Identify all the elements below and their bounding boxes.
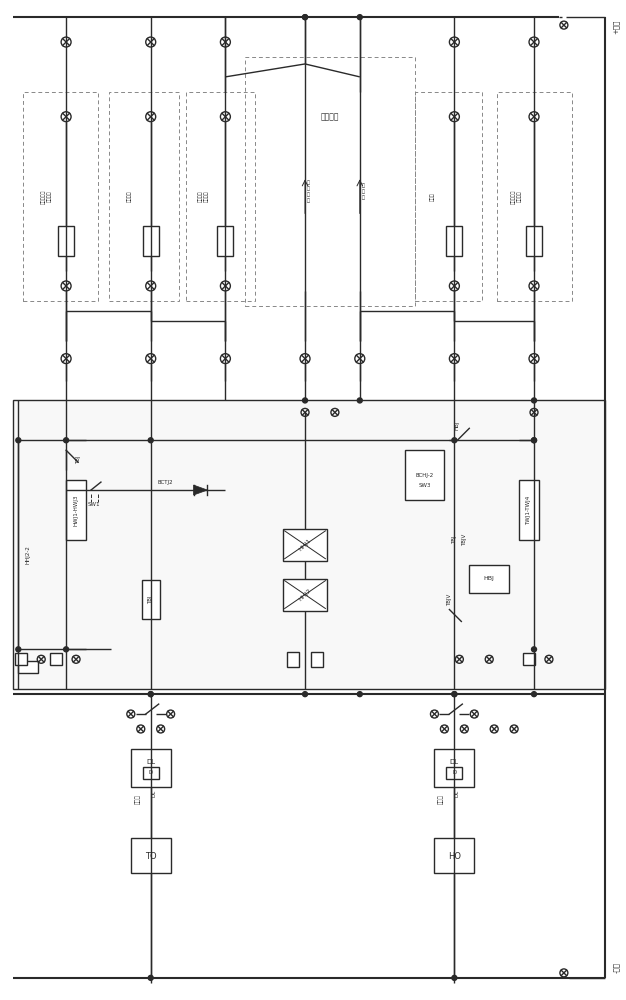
Bar [66, 480, 86, 540]
Circle shape [16, 438, 21, 443]
Text: 溶液回路
辅助触断: 溶液回路 辅助触断 [198, 191, 209, 202]
Bar [131, 838, 171, 873]
Circle shape [302, 398, 307, 403]
Bar [519, 480, 539, 540]
Circle shape [531, 647, 536, 652]
Text: SW3: SW3 [418, 483, 431, 488]
Bar [15, 653, 28, 665]
Text: DL: DL [455, 790, 460, 797]
Text: 断路器: 断路器 [135, 794, 141, 804]
Bar [446, 767, 463, 779]
Circle shape [357, 692, 362, 697]
Text: TBJ: TBJ [452, 536, 457, 544]
Text: 氢燃器回: 氢燃器回 [126, 191, 131, 202]
Text: 申
电
辅: 申 电 辅 [361, 183, 364, 200]
Bar [282, 579, 327, 611]
Circle shape [148, 975, 153, 980]
Text: D: D [148, 770, 153, 775]
Bar [143, 226, 158, 256]
Text: BCTJ2: BCTJ2 [158, 480, 173, 485]
Bar [13, 400, 605, 689]
Bar [311, 652, 323, 667]
Circle shape [531, 438, 536, 443]
Bar [497, 92, 572, 301]
Text: -母线: -母线 [613, 962, 619, 973]
Circle shape [64, 438, 69, 443]
Bar [185, 92, 255, 301]
Text: HWJ1-HWJ3: HWJ1-HWJ3 [74, 494, 78, 526]
Bar [217, 226, 233, 256]
Text: DL: DL [146, 759, 155, 765]
Bar [470, 565, 509, 593]
Bar [414, 92, 482, 301]
Circle shape [452, 438, 457, 443]
Circle shape [302, 15, 307, 20]
Text: DL: DL [450, 759, 459, 765]
Text: TBJ: TBJ [148, 595, 153, 604]
Bar [141, 580, 160, 619]
Bar [18, 661, 38, 673]
Text: D: D [452, 770, 456, 775]
Bar [109, 92, 178, 301]
Bar [131, 749, 171, 787]
Text: +母线: +母线 [613, 20, 619, 34]
Circle shape [357, 15, 362, 20]
Text: HHJ2: HHJ2 [298, 587, 312, 602]
Bar [58, 226, 74, 256]
Bar [143, 767, 158, 779]
Text: TBJ: TBJ [76, 456, 81, 464]
Text: HBJ: HBJ [484, 576, 495, 581]
Circle shape [357, 398, 362, 403]
Text: HHJ1: HHJ1 [298, 538, 312, 552]
Text: 断路器合闸
辅助触断: 断路器合闸 辅助触断 [41, 189, 51, 204]
Circle shape [531, 398, 536, 403]
Text: 断路器合闸
辅助触断: 断路器合闸 辅助触断 [511, 189, 521, 204]
Text: HHJ2-2: HHJ2-2 [26, 545, 31, 564]
Circle shape [531, 438, 536, 443]
Circle shape [148, 692, 153, 697]
Circle shape [302, 15, 307, 20]
Text: 断时回: 断时回 [430, 192, 435, 201]
Bar [404, 450, 444, 500]
Bar [434, 838, 475, 873]
Text: HBJ: HBJ [455, 421, 460, 430]
Polygon shape [193, 485, 207, 495]
Text: 申
电
流
辅: 申 电 流 辅 [307, 180, 309, 203]
Circle shape [148, 438, 153, 443]
Text: TO: TO [145, 852, 156, 861]
Text: 断路器: 断路器 [439, 794, 444, 804]
Circle shape [148, 692, 153, 697]
Bar [23, 92, 98, 301]
Bar [523, 653, 535, 665]
Circle shape [64, 647, 69, 652]
Bar [50, 653, 62, 665]
Circle shape [302, 692, 307, 697]
Text: 固液混凝: 固液混凝 [321, 112, 339, 121]
Text: TBJV: TBJV [447, 593, 452, 606]
Bar [446, 226, 463, 256]
Bar [287, 652, 299, 667]
Circle shape [16, 647, 21, 652]
Circle shape [452, 692, 457, 697]
Bar [434, 749, 475, 787]
Text: BCHJ-2: BCHJ-2 [416, 473, 434, 478]
Text: SW1: SW1 [88, 502, 100, 507]
Circle shape [452, 975, 457, 980]
Text: HO: HO [448, 852, 461, 861]
Bar [282, 529, 327, 561]
Text: TBJV: TBJV [462, 534, 467, 546]
Circle shape [531, 692, 536, 697]
Text: TWJ1-TWJ4: TWJ1-TWJ4 [526, 495, 531, 525]
Bar [245, 57, 414, 306]
Text: DL: DL [151, 790, 156, 797]
Circle shape [452, 692, 457, 697]
Bar [526, 226, 542, 256]
